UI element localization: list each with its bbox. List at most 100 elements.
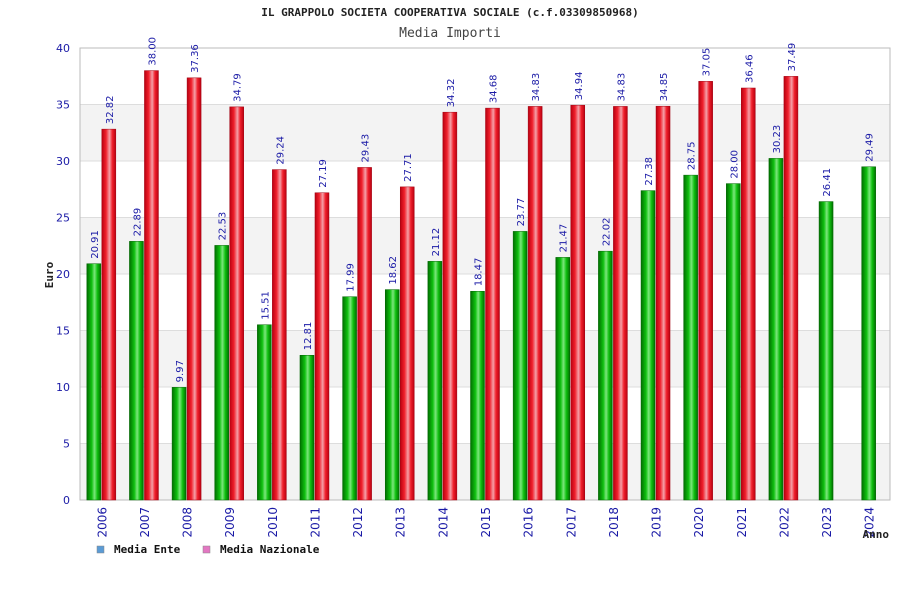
bar-media-ente-2022 <box>768 158 784 501</box>
data-label-media-nazionale-2013: 27.71 <box>403 153 414 182</box>
data-label-media-ente-2014: 21.12 <box>431 228 442 257</box>
y-tick-label: 30 <box>56 155 70 168</box>
bar-media-ente-2008 <box>171 387 187 501</box>
data-label-media-ente-2009: 22.53 <box>218 212 229 241</box>
bar-media-ente-2011 <box>299 354 315 501</box>
data-label-media-nazionale-2012: 29.43 <box>361 134 372 163</box>
y-tick-label: 15 <box>56 325 70 338</box>
bar-media-nazionale-2008 <box>186 77 202 501</box>
bar-media-nazionale-2012 <box>357 167 372 501</box>
bar-media-ente-2019 <box>640 190 656 501</box>
bar-media-nazionale-2019 <box>655 105 671 501</box>
data-label-media-nazionale-2018: 34.83 <box>616 73 627 102</box>
plot-band <box>80 48 890 105</box>
bar-media-ente-2020 <box>683 174 698 501</box>
x-tick-label-2020: 2020 <box>692 507 706 538</box>
data-label-media-nazionale-2010: 29.24 <box>275 136 286 165</box>
bar-media-ente-2013 <box>384 289 400 501</box>
bar-media-ente-2016 <box>512 231 528 501</box>
bar-media-ente-2021 <box>726 183 741 501</box>
data-label-media-ente-2013: 18.62 <box>388 256 399 285</box>
data-label-media-ente-2020: 28.75 <box>687 141 698 170</box>
bar-media-nazionale-2022 <box>783 76 799 501</box>
x-axis-label: Anno <box>863 528 890 541</box>
legend-swatch-media-ente <box>96 545 105 554</box>
data-label-media-ente-2021: 28.00 <box>729 150 740 179</box>
data-label-media-ente-2018: 22.02 <box>601 218 612 247</box>
data-label-media-ente-2006: 20.91 <box>90 230 101 259</box>
x-tick-label-2011: 2011 <box>308 507 322 538</box>
bar-media-ente-2017 <box>555 257 571 501</box>
y-tick-label: 40 <box>56 42 70 55</box>
data-label-media-ente-2023: 26.41 <box>822 168 833 197</box>
plot-band <box>80 387 890 444</box>
data-label-media-nazionale-2015: 34.68 <box>489 74 500 103</box>
data-label-media-ente-2022: 30.23 <box>772 125 783 154</box>
data-label-media-nazionale-2017: 34.94 <box>574 72 585 101</box>
y-axis-label: Euro <box>43 261 56 288</box>
data-label-media-ente-2017: 21.47 <box>559 224 570 253</box>
data-label-media-nazionale-2011: 27.19 <box>318 159 329 188</box>
data-label-media-nazionale-2019: 34.85 <box>659 73 670 102</box>
bar-media-nazionale-2014 <box>442 111 458 501</box>
legend-label-media-nazionale: Media Nazionale <box>220 543 320 556</box>
bar-media-ente-2007 <box>129 241 144 501</box>
bar-media-ente-2012 <box>342 296 357 501</box>
plot-band <box>80 274 890 331</box>
x-tick-label-2019: 2019 <box>650 507 664 538</box>
bar-media-ente-2018 <box>598 250 613 501</box>
x-tick-label-2014: 2014 <box>436 507 450 538</box>
data-label-media-nazionale-2016: 34.83 <box>531 73 542 102</box>
bar-media-nazionale-2020 <box>698 81 713 501</box>
legend-swatch-media-nazionale <box>202 545 211 554</box>
y-axis-ticks: 0 5 10 15 20 25 30 35 40 <box>56 42 70 507</box>
data-label-media-nazionale-2007: 38.00 <box>147 37 158 66</box>
data-label-media-ente-2008: 9.97 <box>175 360 186 382</box>
legend: Media Ente Media Nazionale <box>96 543 320 556</box>
bar-media-nazionale-2006 <box>101 128 117 501</box>
x-axis-ticks: 2006 2007 2008 2009 2010 2011 2012 2013 2014 2015… <box>95 507 876 538</box>
x-tick-label-2016: 2016 <box>522 507 536 538</box>
x-tick-label-2006: 2006 <box>95 507 109 538</box>
legend-label-media-ente: Media Ente <box>114 543 181 556</box>
y-tick-label: 35 <box>56 99 70 112</box>
bar-media-nazionale-2007 <box>144 70 159 501</box>
bar-media-ente-2006 <box>86 263 102 501</box>
data-label-media-ente-2016: 23.77 <box>516 198 527 227</box>
bar-media-nazionale-2021 <box>741 87 756 501</box>
x-tick-label-2015: 2015 <box>479 507 493 538</box>
bar-media-ente-2014 <box>427 261 443 501</box>
data-label-media-nazionale-2008: 37.36 <box>190 44 201 73</box>
bars <box>86 70 876 501</box>
bar-media-ente-2023 <box>818 201 834 501</box>
x-tick-label-2007: 2007 <box>138 507 152 538</box>
y-tick-label: 0 <box>63 494 70 507</box>
x-tick-label-2009: 2009 <box>223 507 237 538</box>
data-label-media-ente-2012: 17.99 <box>346 263 357 292</box>
data-label-media-nazionale-2006: 32.82 <box>105 95 116 124</box>
x-tick-label-2008: 2008 <box>181 507 195 538</box>
bar-media-nazionale-2010 <box>272 169 287 501</box>
data-label-media-nazionale-2009: 34.79 <box>233 73 244 102</box>
data-label-media-ente-2019: 27.38 <box>644 157 655 186</box>
data-label-media-ente-2007: 22.89 <box>132 208 143 237</box>
x-tick-label-2021: 2021 <box>735 507 749 538</box>
data-label-media-nazionale-2014: 34.32 <box>446 79 457 108</box>
bar-media-nazionale-2015 <box>485 107 500 501</box>
x-tick-label-2023: 2023 <box>820 507 834 538</box>
bar-media-nazionale-2018 <box>613 106 628 501</box>
chart-subtitle: Media Importi <box>399 26 501 41</box>
chart-title: IL GRAPPOLO SOCIETA COOPERATIVA SOCIALE … <box>261 6 639 19</box>
plot-band <box>80 330 890 387</box>
bar-media-ente-2009 <box>214 245 229 501</box>
x-tick-label-2012: 2012 <box>351 507 365 538</box>
x-tick-label-2010: 2010 <box>266 507 280 538</box>
plot-band <box>80 443 890 500</box>
bar-media-nazionale-2017 <box>570 104 586 501</box>
bar-media-ente-2015 <box>470 291 485 501</box>
bar-media-nazionale-2016 <box>527 106 543 501</box>
plot-band <box>80 161 890 218</box>
bar-media-ente-2024 <box>861 166 876 501</box>
